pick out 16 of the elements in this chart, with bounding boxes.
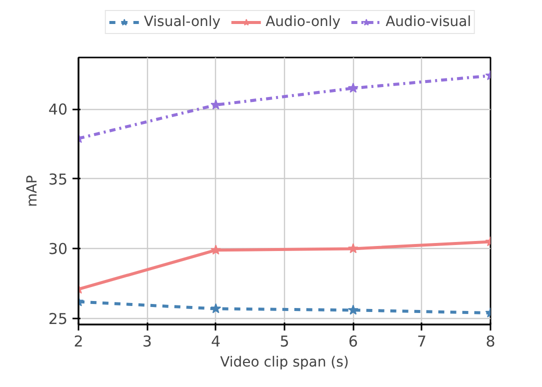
y-tick-label: 40 <box>48 100 68 119</box>
x-tick-label: 6 <box>348 332 358 350</box>
legend-label: Audio-visual <box>386 14 472 30</box>
x-tick-label: 5 <box>280 332 290 350</box>
x-tick-label: 7 <box>417 332 427 350</box>
x-tick-label: 3 <box>142 332 152 350</box>
y-axis-title: mAP <box>24 175 40 207</box>
legend-label: Visual-only <box>144 14 221 30</box>
x-tick-label: 4 <box>211 332 221 350</box>
y-tick-label: 35 <box>48 170 68 188</box>
x-axis-title: Video clip span (s) <box>220 354 349 370</box>
x-tick-label: 2 <box>74 332 84 350</box>
y-tick-label: 25 <box>48 310 68 328</box>
legend-label: Audio-only <box>266 14 341 30</box>
x-tick-label: 8 <box>486 332 496 350</box>
y-tick-label: 30 <box>48 240 68 258</box>
